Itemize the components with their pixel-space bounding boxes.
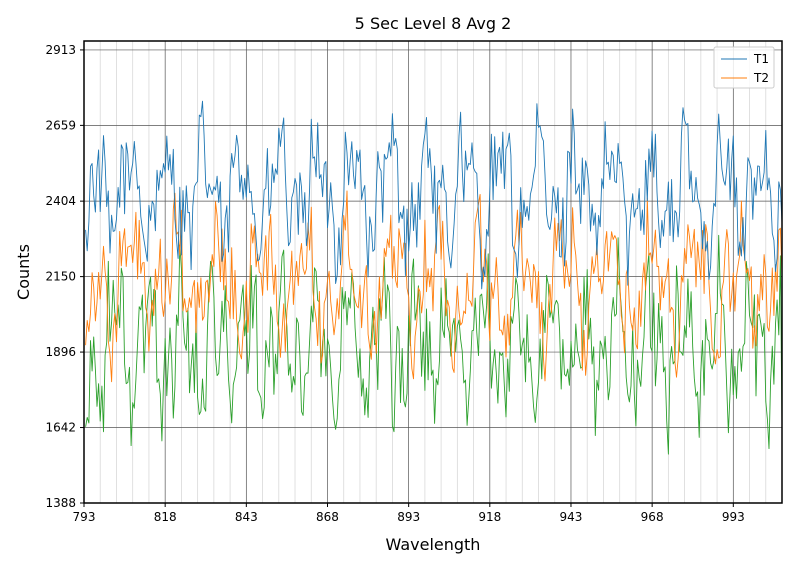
y-tick-label: 1642 [45, 421, 76, 435]
y-tick-label: 1388 [45, 496, 76, 510]
x-tick-label: 918 [478, 510, 501, 524]
x-axis-ticks: 793 818 843 868 893 918 943 968 993 [73, 503, 745, 524]
plot-frame [83, 40, 783, 504]
x-tick-label: 818 [154, 510, 177, 524]
y-tick-label: 2150 [45, 270, 76, 284]
y-tick-label: 2913 [45, 43, 76, 57]
y-axis-label: Counts [14, 244, 33, 300]
y-tick-label: 2659 [45, 118, 76, 132]
x-axis-label: Wavelength [386, 535, 481, 554]
series-line-t2 [85, 190, 783, 383]
minor-gridlines [99, 41, 767, 503]
y-tick-label: 1896 [45, 345, 76, 359]
x-tick-label: 968 [641, 510, 664, 524]
y-tick-label: 2404 [45, 194, 76, 208]
x-tick-label: 993 [722, 510, 745, 524]
series-line-unnamed [85, 234, 783, 455]
legend-label-t1: T1 [753, 52, 769, 66]
y-axis-ticks: 1388 1642 1896 2150 2404 2659 2913 [45, 43, 84, 510]
series-layer [85, 100, 783, 455]
legend: T1 T2 [713, 46, 775, 89]
chart-title: 5 Sec Level 8 Avg 2 [355, 14, 512, 33]
x-tick-label: 868 [316, 510, 339, 524]
x-tick-label: 843 [235, 510, 258, 524]
series-line-t1 [85, 100, 783, 290]
legend-label-t2: T2 [753, 71, 769, 85]
x-tick-label: 943 [560, 510, 583, 524]
x-tick-label: 893 [397, 510, 420, 524]
x-tick-label: 793 [73, 510, 96, 524]
